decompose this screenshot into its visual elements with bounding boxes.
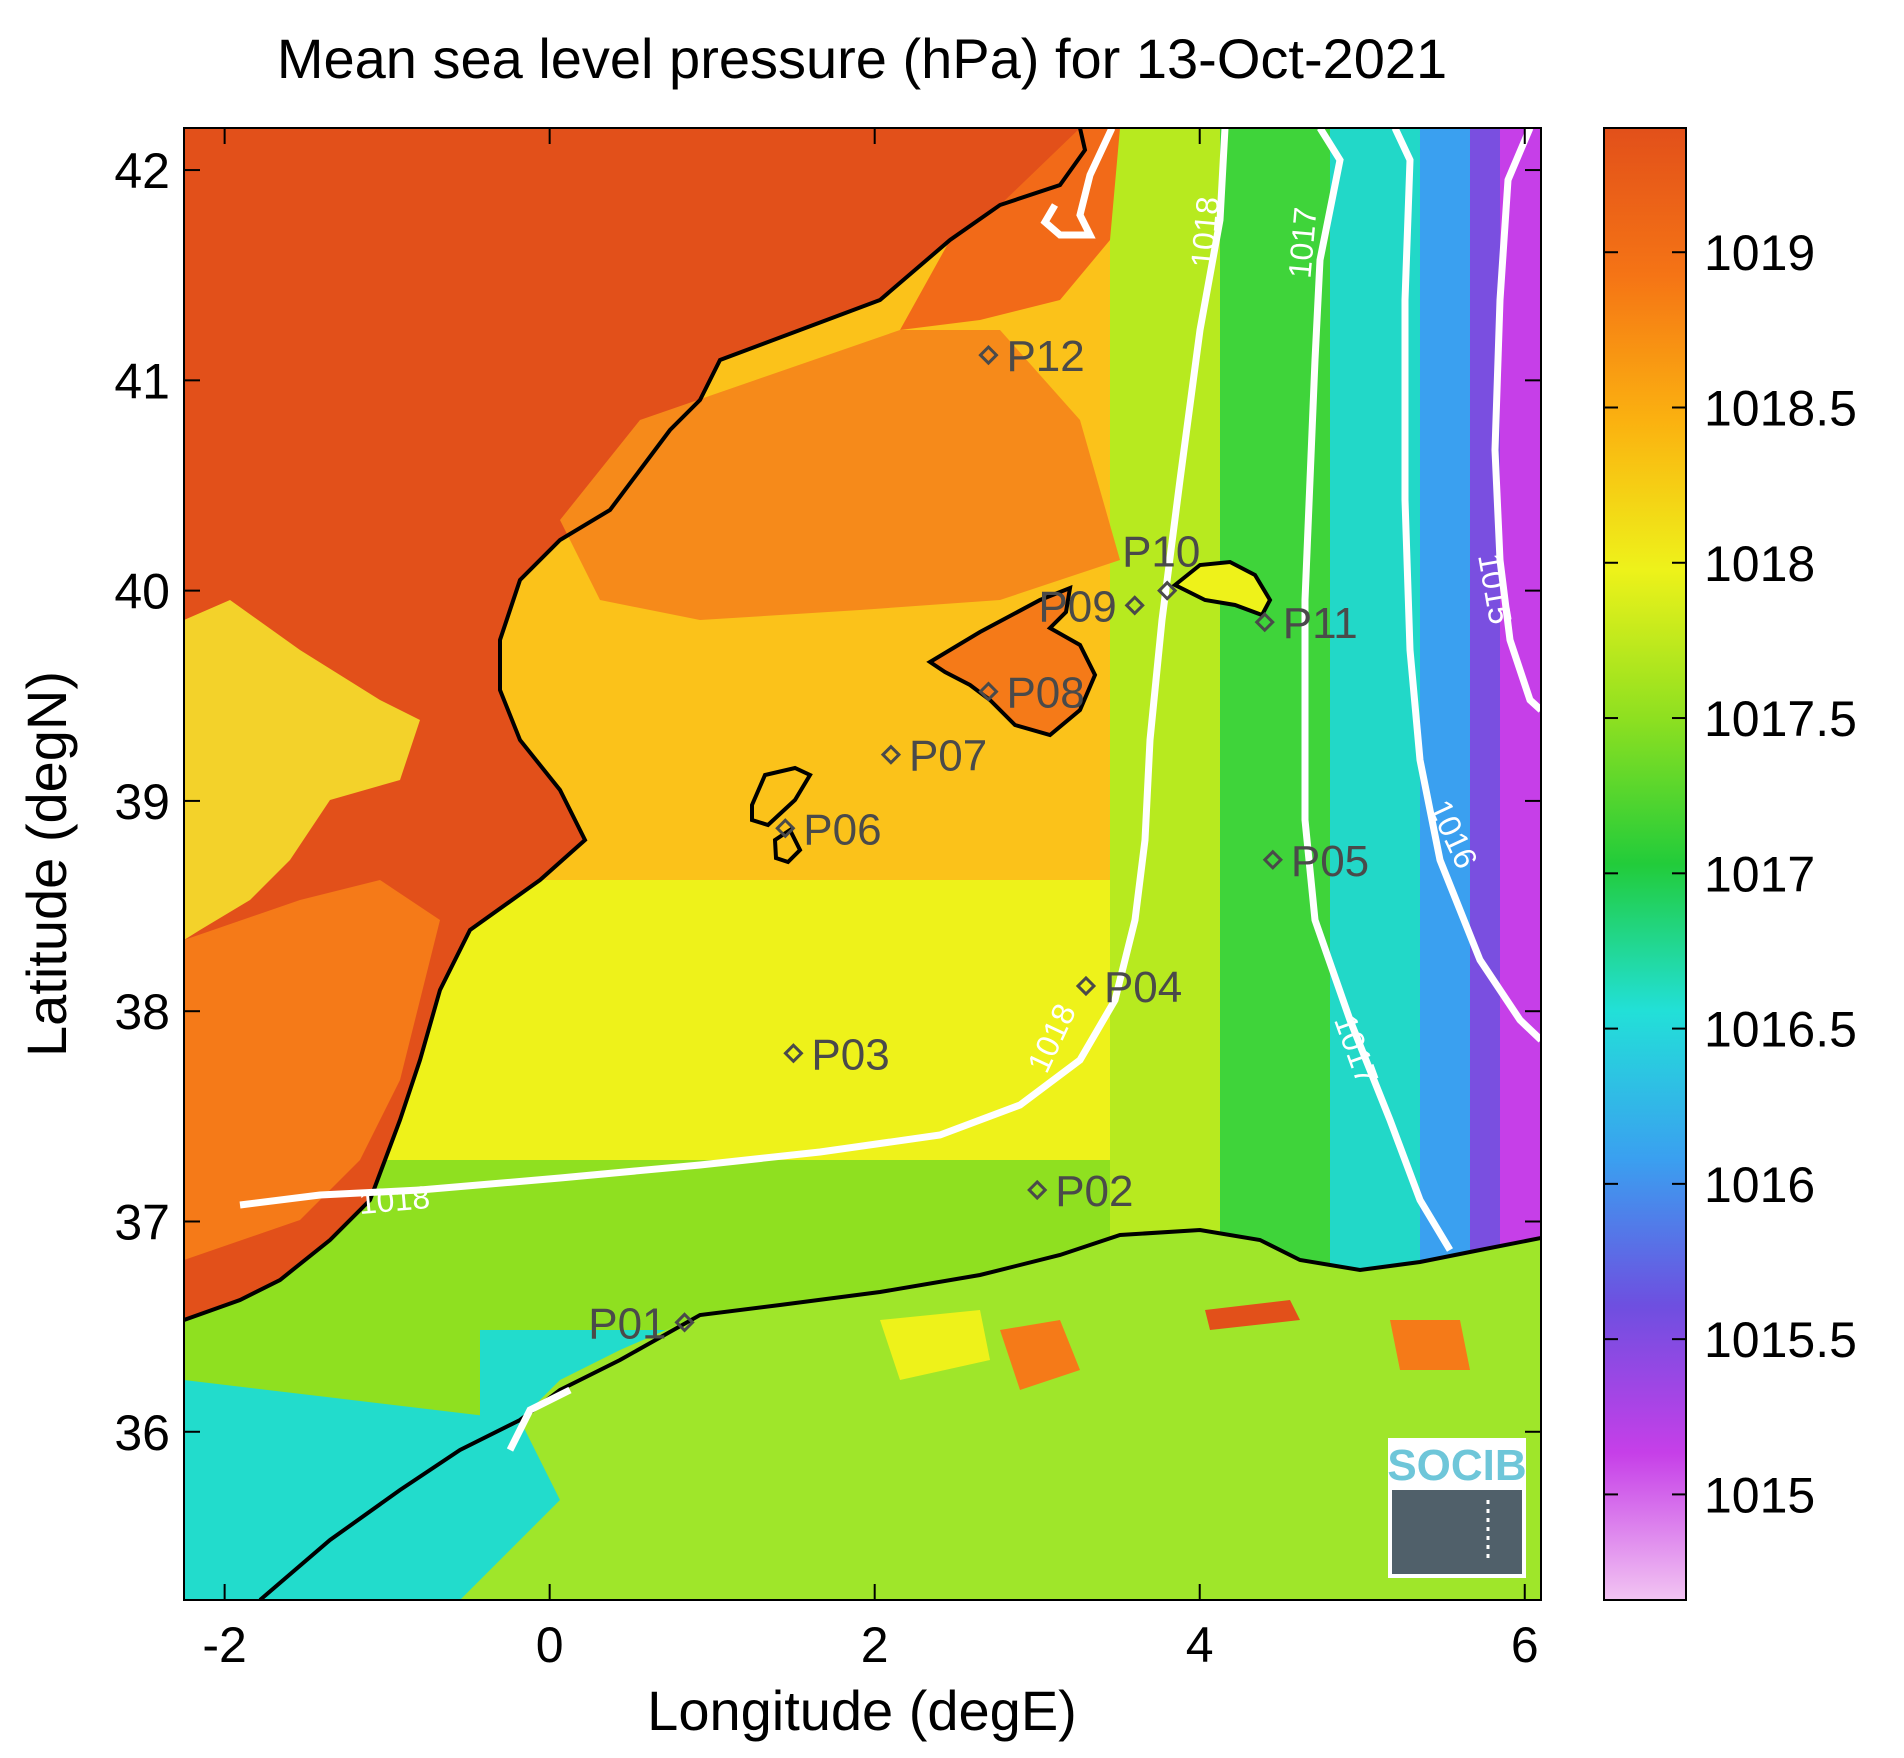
figure-title: Mean sea level pressure (hPa) for 13-Oct… <box>277 27 1447 90</box>
station-diamond-icon <box>775 818 796 839</box>
contour-label: 1018 <box>357 1179 431 1221</box>
isobar-1015 <box>1491 128 1541 713</box>
logo-sea <box>1392 1490 1522 1574</box>
africa-high-patch-2 <box>1000 1320 1080 1390</box>
isobar-north-loop <box>1040 128 1116 239</box>
station-label: P10 <box>1122 528 1200 577</box>
station-marker[interactable]: P03 <box>783 1030 890 1079</box>
colorbar-tick-label: 1017 <box>1704 846 1815 902</box>
africa-high-patch-1 <box>1205 1300 1300 1330</box>
colorbar-tick-label: 1018 <box>1704 536 1815 592</box>
x-tick-label: -2 <box>202 1617 246 1673</box>
station-label: P04 <box>1104 963 1182 1012</box>
station-marker[interactable]: P07 <box>880 732 987 781</box>
station-marker[interactable]: P11 <box>1254 599 1358 648</box>
y-tick-label: 39 <box>114 774 170 830</box>
station-diamond-icon <box>978 681 999 702</box>
station-diamond-icon <box>674 1312 695 1333</box>
y-tick-label: 36 <box>114 1405 170 1461</box>
station-label: P02 <box>1055 1167 1133 1216</box>
colorbar-frame <box>1603 127 1687 1601</box>
station-label: P08 <box>1006 669 1084 718</box>
ibiza-island <box>750 765 813 828</box>
x-tick-label: 4 <box>1186 1617 1214 1673</box>
mallorca-island <box>926 584 1098 738</box>
colorbar-tick-label: 1015 <box>1704 1467 1815 1523</box>
station-label: P09 <box>1038 582 1116 631</box>
africa-high-patch-3 <box>1390 1320 1470 1370</box>
station-marker[interactable]: P06 <box>775 805 882 854</box>
station-diamond-icon <box>1027 1179 1048 1201</box>
contour-label: 1017 <box>1281 206 1323 280</box>
isobar-1018 <box>239 128 1229 1209</box>
y-tick-label: 37 <box>114 1194 170 1250</box>
colorbar-tick-label: 1016.5 <box>1704 1002 1857 1058</box>
station-marker[interactable]: P10 <box>1122 528 1200 601</box>
station-label: P12 <box>1006 332 1084 381</box>
colorbar-tick-label: 1019 <box>1704 225 1815 281</box>
station-label: P05 <box>1291 837 1369 886</box>
isobar-1016 <box>1391 128 1541 1043</box>
station-marker[interactable]: P02 <box>1027 1167 1134 1216</box>
station-label: P11 <box>1283 599 1358 648</box>
station-label: P06 <box>803 805 881 854</box>
station-label: P07 <box>909 732 987 781</box>
station-diamond-icon <box>1157 580 1178 601</box>
colorbar-tick-label: 1018.5 <box>1704 380 1857 436</box>
station-marker[interactable]: P04 <box>1075 963 1182 1012</box>
colorbar-tick-label: 1015.5 <box>1704 1312 1857 1368</box>
y-tick-label: 38 <box>114 984 170 1040</box>
station-label: P01 <box>588 1299 666 1348</box>
menorca-island <box>1171 559 1273 618</box>
contour-label: 1018 <box>1184 195 1226 269</box>
station-diamond-icon <box>1124 595 1145 616</box>
colorbar-ramp <box>1604 128 1686 1600</box>
station-marker[interactable]: P08 <box>978 669 1085 718</box>
station-marker[interactable]: P12 <box>978 332 1085 381</box>
station-diamond-icon <box>783 1043 804 1064</box>
colorbar: 1015 1015.5 1016 1016.5 1017 1017.5 1018 1018.5… <box>1603 127 1857 1601</box>
map-frame <box>183 127 1542 1601</box>
africa-coastline <box>258 1227 1541 1600</box>
formentera-island <box>772 827 803 865</box>
colorbar-ticks: 1015 1015.5 1016 1016.5 1017 1017.5 1018 1018.5… <box>1604 225 1857 1523</box>
y-axis: 36 37 38 39 40 41 42 <box>114 143 1541 1461</box>
station-marker[interactable]: P09 <box>1038 582 1145 631</box>
socib-logo: SOCIB <box>1387 1438 1527 1578</box>
x-tick-label: 6 <box>1511 1617 1539 1673</box>
iberia-southeast-orange <box>184 880 440 1260</box>
station-diamond-icon <box>978 344 999 366</box>
iberia-coastline <box>184 128 1088 1322</box>
colorbar-tick-label: 1016 <box>1704 1157 1815 1213</box>
isobar-1017 <box>1301 128 1454 1252</box>
x-axis-label: Longitude (degE) <box>647 1679 1077 1742</box>
y-tick-label: 42 <box>114 143 170 199</box>
iberia-interior-yellow <box>184 600 420 940</box>
station-label: P03 <box>811 1030 889 1079</box>
station-marker[interactable]: P01 <box>588 1299 695 1348</box>
colorbar-tick-label: 1017.5 <box>1704 691 1857 747</box>
station-diamond-icon <box>1262 849 1283 870</box>
isobar-africa-fragment <box>506 1386 572 1452</box>
x-tick-label: 0 <box>536 1617 564 1673</box>
y-tick-label: 40 <box>114 564 170 620</box>
africa-high-patch-4 <box>880 1310 990 1380</box>
station-diamond-icon <box>1075 975 1097 997</box>
logo-text: SOCIB <box>1387 1441 1526 1490</box>
y-axis-label: Latitude (degN) <box>15 671 78 1057</box>
station-diamond-icon <box>880 744 902 765</box>
x-tick-label: 2 <box>861 1617 889 1673</box>
station-marker[interactable]: P05 <box>1262 837 1369 886</box>
y-tick-label: 41 <box>114 353 170 409</box>
station-diamond-icon <box>1254 612 1275 633</box>
africa-cyan-west <box>184 1380 560 1600</box>
x-axis: -2 0 2 4 6 <box>202 128 1539 1673</box>
